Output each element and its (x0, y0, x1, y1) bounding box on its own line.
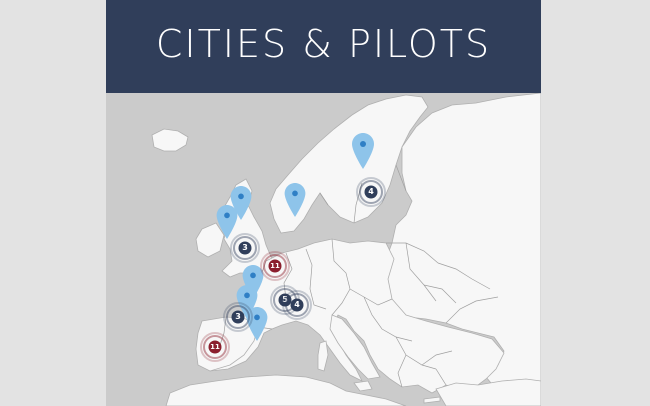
cluster-rings-icon (230, 233, 260, 263)
europe-map[interactable]: 4 3 11 5 (106, 92, 541, 406)
pin-france-west[interactable] (236, 285, 258, 319)
map-pin-icon (284, 183, 306, 217)
north-africa-land (165, 374, 407, 406)
pin-scotland-east[interactable] (230, 186, 252, 220)
cluster-count: 4 (294, 300, 300, 309)
finland-russia-land (381, 92, 541, 406)
cluster-count: 11 (210, 343, 220, 351)
cities-pilots-card: CITIES & PILOTS (106, 0, 541, 406)
cluster-rings-icon (200, 332, 230, 362)
cluster-count: 4 (368, 187, 374, 196)
cluster-marker-france-west[interactable]: 3 (223, 302, 253, 332)
turkey-land (435, 378, 541, 406)
header-banner: CITIES & PILOTS (106, 0, 541, 93)
pin-spain[interactable] (246, 307, 268, 341)
cluster-rings-icon (260, 251, 290, 281)
cluster-count: 5 (282, 295, 288, 304)
pin-sweden-finland[interactable] (352, 133, 374, 169)
iceland-land (151, 128, 189, 152)
crete-land (423, 396, 441, 404)
map-pin-icon (242, 265, 264, 299)
cluster-marker-uk-north[interactable]: 3 (230, 233, 260, 263)
cluster-marker-uk-south[interactable]: 11 (260, 251, 290, 281)
pin-oslo[interactable] (284, 183, 306, 217)
page-title: CITIES & PILOTS (155, 21, 492, 66)
sicily-land (353, 380, 373, 392)
map-canvas[interactable] (106, 92, 541, 406)
corsica-sardinia-land (317, 340, 329, 372)
cluster-rings-icon (356, 177, 386, 207)
map-pin-icon (352, 133, 374, 169)
italy-land (329, 314, 381, 380)
cluster-count: 3 (242, 243, 248, 252)
pin-scotland-west[interactable] (216, 205, 238, 239)
map-pin-icon (230, 186, 252, 220)
cluster-count: 3 (235, 312, 241, 321)
cluster-marker-france-east-b[interactable]: 4 (282, 290, 312, 320)
map-pin-icon (216, 205, 238, 239)
cluster-rings-icon (223, 302, 253, 332)
cluster-rings-icon (282, 290, 312, 320)
cluster-marker-portugal[interactable]: 11 (200, 332, 230, 362)
map-pin-icon (236, 285, 258, 319)
ireland-land (195, 222, 225, 258)
pin-france-north[interactable] (242, 265, 264, 299)
country-borders (217, 164, 499, 388)
cluster-marker-sweden[interactable]: 4 (356, 177, 386, 207)
cluster-count: 11 (270, 262, 280, 270)
map-pin-icon (246, 307, 268, 341)
